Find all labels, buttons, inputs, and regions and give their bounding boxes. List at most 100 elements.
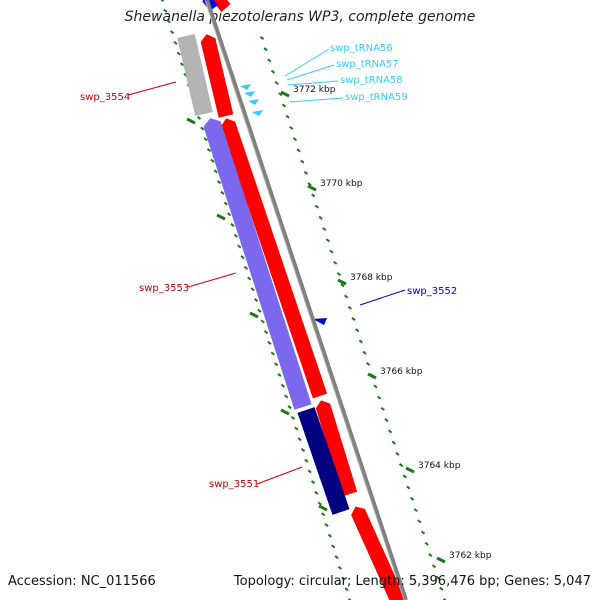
tick-major bbox=[280, 408, 290, 416]
tick-minor bbox=[230, 223, 235, 227]
tick-minor bbox=[341, 576, 346, 581]
tick-minor bbox=[163, 8, 168, 13]
tick-minor bbox=[233, 233, 238, 238]
tick-minor bbox=[331, 544, 336, 549]
genome-summary: Topology: circular; Length: 5,396,476 bp… bbox=[233, 574, 591, 589]
tick-minor bbox=[267, 340, 272, 345]
tick-minor bbox=[260, 319, 265, 324]
label-leader bbox=[359, 289, 406, 306]
tick-minor bbox=[166, 19, 171, 24]
trna-label-swp-tRNA56: swp_tRNA56 bbox=[330, 43, 393, 54]
tick-minor bbox=[274, 80, 279, 85]
tick-minor bbox=[160, 0, 165, 2]
tick-minor bbox=[257, 308, 262, 313]
tick-major bbox=[280, 90, 290, 98]
tick-minor bbox=[435, 575, 440, 580]
tick-minor bbox=[307, 182, 312, 187]
tick-minor bbox=[169, 30, 175, 35]
tick-minor bbox=[347, 305, 352, 310]
tick-minor bbox=[314, 204, 320, 209]
trna-marker bbox=[244, 91, 255, 97]
trna-marker bbox=[240, 84, 251, 90]
tick-minor bbox=[384, 418, 389, 423]
tick-minor bbox=[324, 523, 329, 527]
tick-minor bbox=[270, 351, 275, 356]
trna-marker bbox=[248, 99, 259, 105]
tick-minor bbox=[277, 373, 282, 377]
tick-minor bbox=[314, 490, 319, 495]
tick-minor bbox=[274, 362, 279, 367]
tick-minor bbox=[296, 148, 301, 153]
tick-minor bbox=[280, 383, 285, 388]
tick-minor bbox=[329, 249, 334, 254]
tick-minor bbox=[253, 298, 259, 302]
tick-minor bbox=[270, 69, 276, 74]
tick-minor bbox=[210, 158, 215, 163]
tick-minor bbox=[311, 193, 316, 198]
tick-minor bbox=[428, 553, 433, 558]
tick-minor bbox=[333, 260, 338, 265]
tick-major bbox=[216, 213, 226, 221]
tick-minor bbox=[366, 361, 371, 366]
tick-major bbox=[405, 466, 415, 474]
trna-leader bbox=[284, 48, 330, 77]
gene-label-swp-3551: swp_3551 bbox=[209, 479, 259, 490]
tick-minor bbox=[203, 137, 208, 142]
tick-minor bbox=[317, 501, 322, 506]
tick-minor bbox=[284, 394, 289, 399]
tick-minor bbox=[292, 137, 298, 142]
tick-minor bbox=[294, 426, 299, 431]
tick-minor bbox=[336, 272, 341, 277]
label-leader bbox=[127, 81, 177, 96]
tick-minor bbox=[243, 265, 249, 270]
forward-gene-block bbox=[351, 506, 406, 600]
tick-label: 3766 kbp bbox=[380, 367, 423, 377]
backbone bbox=[204, 0, 408, 600]
tick-minor bbox=[347, 598, 352, 600]
tick-minor bbox=[216, 180, 222, 185]
gene-label-swp-3553: swp_3553 bbox=[139, 283, 189, 294]
tick-major bbox=[367, 372, 377, 380]
gene-swp-3554-block bbox=[177, 33, 213, 117]
tick-minor bbox=[337, 565, 343, 570]
tick-minor bbox=[413, 508, 418, 513]
tick-minor bbox=[431, 564, 437, 569]
tick-minor bbox=[303, 170, 309, 175]
gene-swp-3552-marker bbox=[313, 318, 327, 325]
tick-minor bbox=[409, 496, 415, 501]
gene-swp-3551-block bbox=[297, 407, 350, 515]
tick-minor bbox=[278, 92, 283, 97]
tick-minor bbox=[321, 512, 326, 517]
tick-major bbox=[307, 184, 317, 192]
tick-minor bbox=[173, 40, 178, 45]
tick-minor bbox=[206, 148, 212, 152]
tick-minor bbox=[289, 125, 294, 130]
scale-ticks: 3772 kbp 3770 kbp 3768 kbp 3766 kbp 3764 kbp… bbox=[160, 0, 492, 600]
tick-minor bbox=[297, 437, 302, 442]
tick-major bbox=[436, 556, 446, 564]
tick-label: 3762 kbp bbox=[449, 551, 492, 561]
tick-minor bbox=[200, 126, 205, 131]
tick-minor bbox=[259, 36, 265, 40]
backbone-line bbox=[205, 0, 408, 600]
tick-minor bbox=[406, 485, 411, 490]
label-leader bbox=[187, 272, 237, 288]
tick-minor bbox=[402, 474, 407, 479]
tick-minor bbox=[334, 555, 339, 560]
trna-leader bbox=[287, 80, 339, 86]
tick-minor bbox=[340, 283, 345, 288]
tick-minor bbox=[442, 598, 447, 600]
tick-minor bbox=[307, 469, 312, 474]
gene-label-swp-3554: swp_3554 bbox=[80, 92, 130, 103]
trna-markers bbox=[240, 84, 263, 116]
gene-swp-3553-block bbox=[203, 118, 312, 410]
gene-tracks bbox=[177, 0, 406, 600]
backbone-highlight bbox=[204, 0, 405, 600]
tick-minor bbox=[227, 212, 232, 217]
tick-minor bbox=[380, 406, 385, 411]
tick-minor bbox=[355, 328, 360, 333]
tick-minor bbox=[250, 287, 255, 292]
tick-label: 3768 kbp bbox=[350, 273, 393, 283]
tick-minor bbox=[373, 384, 378, 389]
